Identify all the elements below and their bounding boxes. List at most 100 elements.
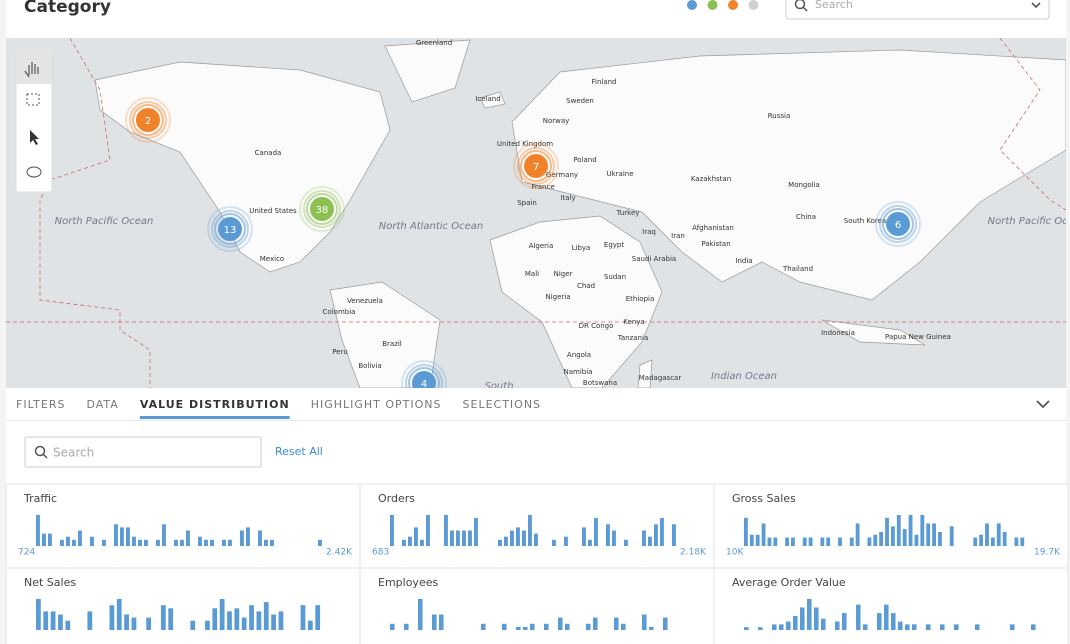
histogram-bar[interactable]	[558, 617, 563, 630]
histogram-bar[interactable]	[552, 539, 556, 546]
histogram-bar[interactable]	[949, 526, 954, 546]
histogram-bar[interactable]	[87, 611, 93, 630]
histogram-bar[interactable]	[120, 527, 124, 546]
histogram-bar[interactable]	[793, 615, 798, 630]
legend-dot[interactable]	[728, 0, 738, 10]
histogram-bar[interactable]	[534, 533, 538, 546]
histogram-bar[interactable]	[821, 618, 826, 630]
histogram-bar[interactable]	[885, 517, 889, 546]
histogram-bar[interactable]	[985, 523, 989, 546]
histogram-bar[interactable]	[414, 527, 418, 546]
cluster[interactable]: 4	[401, 360, 447, 405]
histogram-bar[interactable]	[481, 623, 486, 630]
histogram-bar[interactable]	[755, 534, 760, 546]
histogram-bar[interactable]	[144, 539, 148, 546]
histogram-bar[interactable]	[905, 624, 910, 630]
histogram-bar[interactable]	[588, 539, 592, 546]
histogram-bar[interactable]	[131, 617, 137, 630]
histogram-bar[interactable]	[891, 613, 896, 630]
tool-pan[interactable]	[16, 48, 52, 84]
histogram-bar[interactable]	[241, 617, 247, 630]
histogram-bar[interactable]	[884, 604, 889, 630]
histogram-bar[interactable]	[168, 608, 174, 630]
histogram-bar[interactable]	[1031, 624, 1036, 630]
histogram-bar[interactable]	[504, 536, 508, 546]
histogram-bar[interactable]	[582, 527, 586, 546]
histogram-bar[interactable]	[606, 524, 610, 546]
histogram-bar[interactable]	[109, 605, 115, 630]
search-box[interactable]	[785, 0, 1050, 20]
histogram-bar[interactable]	[246, 527, 250, 546]
cluster[interactable]: 13	[207, 206, 253, 252]
histogram-bar[interactable]	[758, 627, 763, 630]
histogram-bar[interactable]	[565, 623, 570, 630]
collapse-chevron[interactable]	[1036, 400, 1050, 409]
dropdown-chevron[interactable]	[1031, 2, 1041, 9]
histogram-bar[interactable]	[785, 537, 789, 546]
tab[interactable]: VALUE DISTRIBUTION	[140, 398, 290, 411]
histogram-bar[interactable]	[842, 613, 847, 630]
histogram-bar[interactable]	[408, 536, 412, 546]
histogram-bar[interactable]	[996, 523, 1001, 546]
histogram-bar[interactable]	[932, 523, 936, 546]
cluster[interactable]: 6	[875, 201, 921, 247]
histogram-bar[interactable]	[648, 536, 652, 546]
histogram-bar[interactable]	[300, 605, 306, 630]
histogram-bar[interactable]	[450, 530, 454, 547]
histogram-bar[interactable]	[954, 624, 959, 630]
histogram-bar[interactable]	[807, 599, 812, 630]
histogram-bar[interactable]	[474, 518, 478, 546]
histogram-bar[interactable]	[624, 539, 628, 546]
histogram-bar[interactable]	[271, 614, 276, 631]
histogram-bar[interactable]	[663, 617, 668, 630]
histogram-bar[interactable]	[126, 527, 130, 546]
histogram-bar[interactable]	[1010, 624, 1015, 630]
histogram-bar[interactable]	[773, 537, 778, 546]
histogram-bar[interactable]	[240, 530, 244, 547]
histogram-bar[interactable]	[523, 626, 528, 630]
histogram-bar[interactable]	[180, 539, 184, 546]
histogram-bar[interactable]	[649, 626, 654, 630]
histogram-bar[interactable]	[315, 605, 321, 630]
histogram-bar[interactable]	[439, 614, 444, 631]
histogram-bar[interactable]	[404, 623, 409, 630]
histogram-bar[interactable]	[420, 539, 424, 546]
legend-dot[interactable]	[748, 0, 759, 10]
tool-box-select[interactable]	[26, 93, 40, 106]
histogram-bar[interactable]	[307, 620, 313, 630]
histogram-bar[interactable]	[498, 539, 502, 546]
histogram-bar[interactable]	[642, 530, 646, 547]
histogram-bar[interactable]	[186, 530, 190, 547]
histogram-bar[interactable]	[48, 533, 52, 546]
histogram-bar[interactable]	[938, 531, 942, 546]
histogram-bar[interactable]	[820, 537, 825, 546]
histogram-bar[interactable]	[586, 623, 591, 630]
histogram-bar[interactable]	[174, 539, 178, 546]
histogram-bar[interactable]	[808, 537, 813, 546]
histogram-bar[interactable]	[227, 611, 232, 630]
histogram-bar[interactable]	[877, 613, 882, 630]
histogram-bar[interactable]	[800, 607, 805, 630]
histogram-bar[interactable]	[749, 534, 754, 546]
tool-lasso[interactable]	[26, 166, 42, 178]
histogram-bar[interactable]	[72, 539, 76, 546]
histogram-bar[interactable]	[204, 539, 208, 546]
histogram-bar[interactable]	[402, 539, 406, 546]
histogram-bar[interactable]	[278, 611, 284, 630]
histogram-bar[interactable]	[138, 539, 142, 546]
histogram-bar[interactable]	[156, 539, 160, 546]
histogram-bar[interactable]	[234, 608, 240, 630]
histogram-bar[interactable]	[990, 537, 995, 546]
histogram-bar[interactable]	[855, 523, 860, 546]
histogram-bar[interactable]	[672, 524, 676, 546]
histogram-bar[interactable]	[920, 515, 925, 546]
histogram-bar[interactable]	[926, 624, 931, 630]
histogram-bar[interactable]	[60, 539, 64, 546]
histogram-bar[interactable]	[908, 515, 913, 546]
histogram-bar[interactable]	[432, 614, 437, 631]
histogram-bar[interactable]	[222, 539, 226, 546]
histogram-bar[interactable]	[902, 529, 907, 546]
histogram-bar[interactable]	[642, 614, 647, 631]
histogram-bar[interactable]	[205, 620, 210, 630]
tab[interactable]: HIGHLIGHT OPTIONS	[311, 398, 442, 411]
